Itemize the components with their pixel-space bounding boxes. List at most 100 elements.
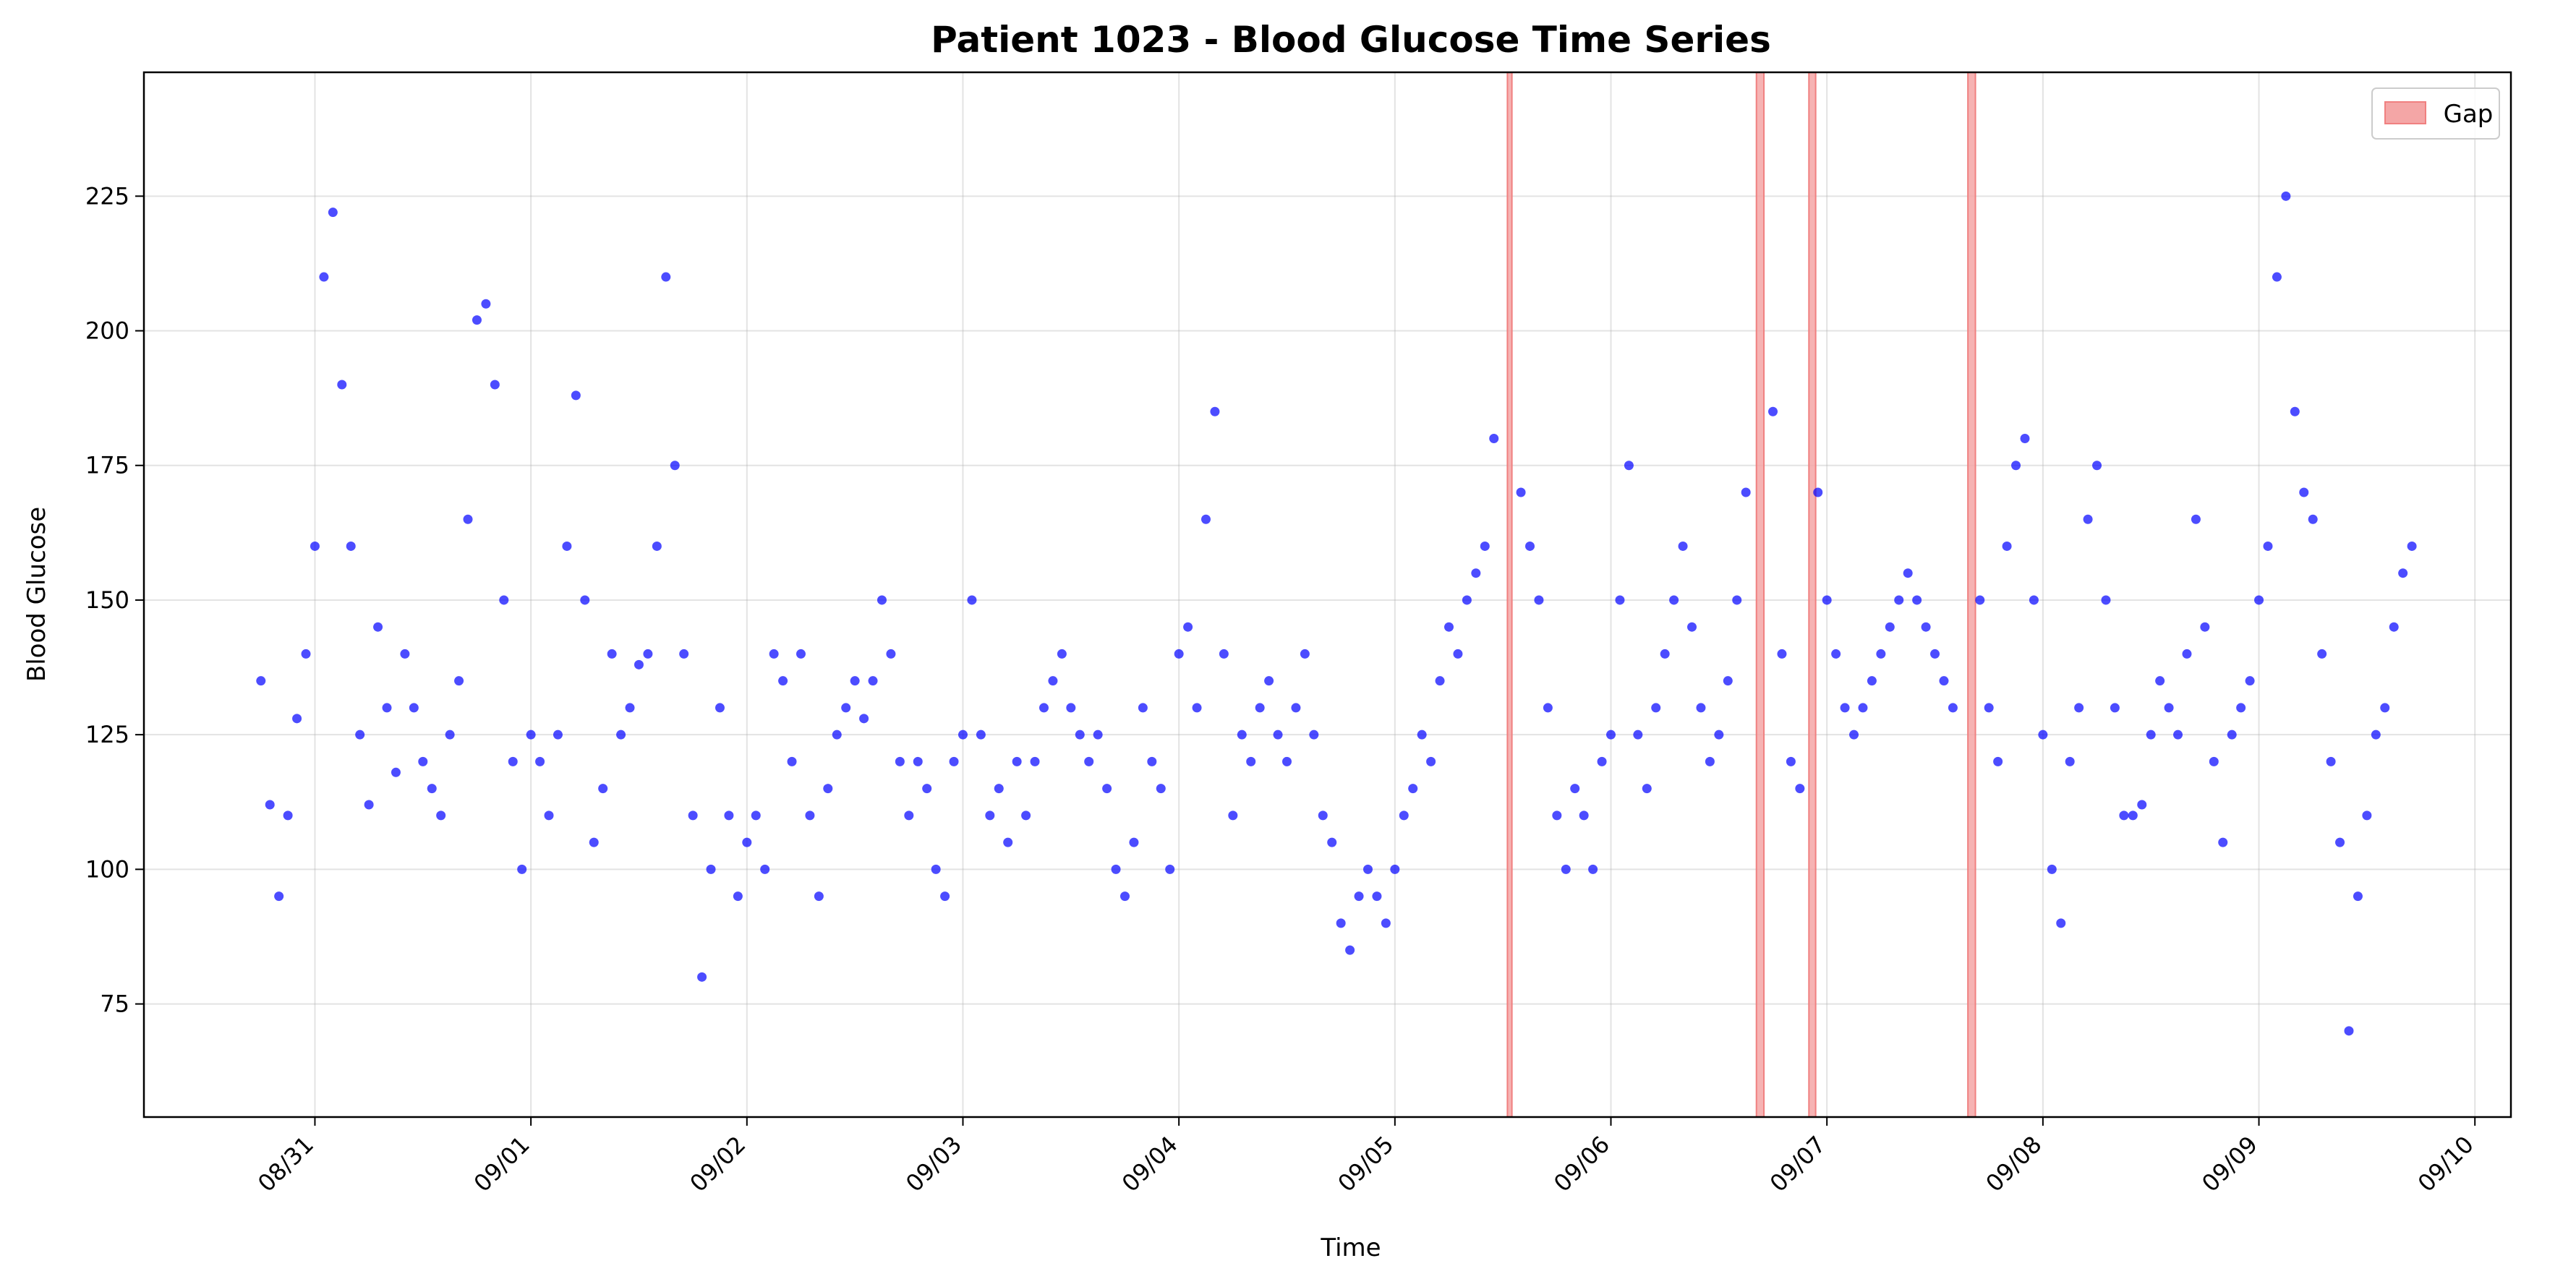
data-point [1579, 810, 1589, 821]
data-point [1219, 649, 1229, 659]
data-point [1795, 784, 1805, 794]
data-point [1228, 810, 1238, 821]
data-point [1363, 864, 1373, 874]
data-point [607, 649, 617, 659]
data-point [544, 810, 554, 821]
data-point [1696, 703, 1706, 713]
data-point [787, 756, 797, 766]
data-point [2353, 891, 2363, 902]
data-point [2020, 433, 2030, 443]
data-point [1615, 595, 1625, 605]
data-point [2200, 622, 2210, 632]
data-point [1489, 433, 1499, 443]
data-point [1768, 406, 1778, 416]
data-point [2173, 730, 2183, 740]
data-point [2344, 1026, 2354, 1036]
data-point [382, 703, 392, 713]
data-point [355, 730, 365, 740]
data-point [2002, 541, 2012, 551]
data-point [1048, 676, 1058, 686]
data-point [1147, 756, 1157, 766]
chart-title: Patient 1023 - Blood Glucose Time Series [931, 19, 1771, 61]
data-point [1921, 622, 1931, 632]
data-point [2254, 595, 2264, 605]
data-point [1129, 837, 1139, 847]
data-point [1318, 810, 1328, 821]
data-point [1237, 730, 1247, 740]
data-point [1291, 703, 1301, 713]
data-point [2155, 676, 2165, 686]
data-point [634, 659, 644, 670]
data-point [1651, 703, 1661, 713]
data-point [625, 703, 635, 713]
data-point [1390, 864, 1400, 874]
data-point [1471, 568, 1481, 578]
data-point [724, 810, 734, 821]
data-point [445, 730, 455, 740]
data-point [517, 864, 527, 874]
data-point [868, 676, 878, 686]
data-point [1111, 864, 1121, 874]
data-point [1426, 756, 1436, 766]
data-point [2110, 703, 2120, 713]
data-point [562, 541, 572, 551]
data-point [2281, 191, 2291, 201]
y-axis-label: Blood Glucose [22, 507, 51, 682]
data-point [328, 208, 338, 218]
data-point [679, 649, 689, 659]
data-point [481, 299, 491, 309]
data-point [1624, 461, 1634, 471]
data-point [553, 730, 563, 740]
data-point [1480, 541, 1490, 551]
data-point [1552, 810, 1562, 821]
y-axis: 75 100 125 150 175 200 225 [85, 182, 144, 1018]
data-point [778, 676, 788, 686]
data-point [1570, 784, 1580, 794]
data-point [391, 767, 401, 777]
data-point [2101, 595, 2111, 605]
data-point [2308, 514, 2318, 524]
legend-swatch-gap [2384, 101, 2426, 124]
data-point [472, 315, 482, 325]
data-point [283, 810, 293, 821]
data-point [1714, 730, 1724, 740]
data-point [364, 800, 374, 810]
data-point [2218, 837, 2228, 847]
data-point [1138, 703, 1148, 713]
data-point [1093, 730, 1103, 740]
data-point [688, 810, 698, 821]
data-point [1066, 703, 1076, 713]
data-point [1642, 784, 1652, 794]
data-point [751, 810, 761, 821]
data-points [256, 191, 2417, 1036]
data-point [310, 541, 320, 551]
data-point [1777, 649, 1787, 659]
y-tick-label: 175 [85, 452, 129, 479]
data-point [301, 649, 311, 659]
data-point [2362, 810, 2372, 821]
data-point [904, 810, 914, 821]
data-point [2389, 622, 2399, 632]
data-point [2317, 649, 2327, 659]
data-point [1462, 595, 1472, 605]
data-point [1678, 541, 1688, 551]
data-point [508, 756, 518, 766]
data-point [2227, 730, 2237, 740]
data-point [2011, 461, 2021, 471]
data-point [1939, 676, 1949, 686]
data-point [1408, 784, 1418, 794]
data-point [1246, 756, 1256, 766]
data-point [823, 784, 833, 794]
data-point [643, 649, 653, 659]
data-point [1867, 676, 1877, 686]
data-point [814, 891, 824, 902]
data-point [1912, 595, 1922, 605]
data-point [931, 864, 941, 874]
data-point [1876, 649, 1886, 659]
data-point [1741, 487, 1751, 497]
data-point [2236, 703, 2246, 713]
data-point [1030, 756, 1040, 766]
x-axis-label: Time [1320, 1233, 1381, 1262]
legend-label-gap: Gap [2444, 100, 2494, 129]
